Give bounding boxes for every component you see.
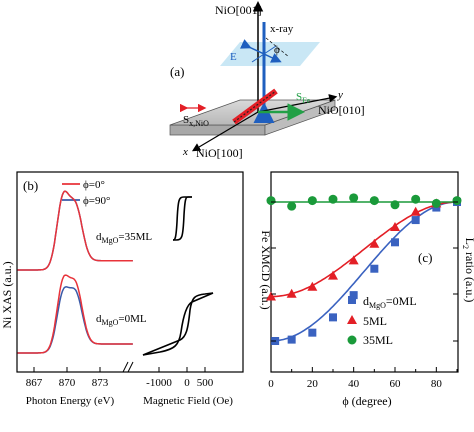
panel-b-label: (b) bbox=[23, 178, 38, 193]
axis-break-2 bbox=[127, 361, 134, 373]
point-35ml bbox=[349, 193, 359, 203]
point-0ml bbox=[411, 216, 420, 225]
panel-c-frame bbox=[270, 171, 459, 373]
nio010-label: NiO[010] bbox=[318, 103, 365, 117]
fit-line-1 bbox=[271, 201, 457, 298]
point-35ml bbox=[431, 198, 441, 208]
x-label: x bbox=[182, 146, 188, 158]
legend-5ml-marker bbox=[347, 315, 357, 324]
point-35ml bbox=[369, 196, 379, 206]
loop-0ml-up bbox=[142, 292, 214, 356]
xas-35ml-phi90 bbox=[17, 190, 133, 271]
fit-line-0 bbox=[271, 201, 457, 342]
point-0ml bbox=[391, 238, 399, 247]
tick-m1000: -1000 bbox=[146, 377, 172, 389]
xray-label: x-ray bbox=[270, 23, 294, 35]
point-0ml bbox=[370, 264, 379, 273]
e-label: E bbox=[230, 51, 237, 63]
point-5ml bbox=[390, 222, 400, 232]
axis-break-1 bbox=[122, 361, 129, 373]
point-5ml bbox=[348, 255, 359, 265]
panel-a-diagram: (a) NiO[001] x-ray E ϕ y NiO[010] x NiO[… bbox=[169, 1, 365, 160]
loop-0ml-down bbox=[142, 292, 214, 356]
spin-axis-dash bbox=[233, 90, 277, 123]
nio001-label: NiO[001] bbox=[215, 3, 262, 17]
sx-label: Sx,NiO bbox=[183, 114, 209, 128]
phi-label: ϕ bbox=[274, 44, 280, 56]
tick-873: 873 bbox=[92, 377, 109, 389]
xas-spectrum-0ml bbox=[17, 274, 133, 354]
panel-c: Fe XMCD (a.u.) L2 ratio (a.u.) (c) 0 20 40… bbox=[259, 171, 474, 408]
b-xlabel-field: Magnetic Field (Oe) bbox=[143, 395, 233, 407]
panel-c-label: (c) bbox=[418, 250, 432, 265]
c-tick-label: 20 bbox=[307, 378, 319, 390]
c-ylabel-left: Fe XMCD (a.u.) bbox=[259, 230, 273, 309]
y-label: y bbox=[337, 89, 343, 101]
point-0ml bbox=[308, 328, 317, 337]
legend-phi90: ϕ=90° bbox=[83, 195, 110, 207]
point-5ml bbox=[328, 270, 338, 280]
c-ylabel-right: L2 ratio (a.u.) bbox=[461, 238, 474, 303]
nio100-label: NiO[100] bbox=[196, 146, 243, 160]
loop-35ml-down bbox=[172, 196, 192, 241]
point-35ml bbox=[452, 196, 462, 206]
tick-870: 870 bbox=[59, 377, 76, 389]
x-axis bbox=[191, 111, 259, 152]
point-35ml bbox=[328, 194, 338, 204]
c-tick-label: 60 bbox=[390, 378, 402, 390]
point-5ml bbox=[369, 238, 380, 248]
legend-5ml: 5ML bbox=[363, 314, 387, 328]
c-tick-label: 80 bbox=[431, 378, 443, 390]
point-5ml bbox=[266, 291, 276, 301]
legend-phi0: ϕ=0° bbox=[83, 179, 105, 191]
ann-0ml: dMgO=0ML bbox=[96, 313, 147, 327]
point-0ml bbox=[329, 313, 337, 322]
xas-0ml-phi0 bbox=[17, 274, 133, 354]
tick-500: 500 bbox=[197, 377, 214, 389]
c-xlabel: ϕ (degree) bbox=[342, 394, 391, 408]
b-xlabel-energy: Photon Energy (eV) bbox=[26, 395, 115, 407]
point-35ml bbox=[287, 201, 297, 211]
point-5ml bbox=[307, 281, 318, 291]
e-vector-perp bbox=[251, 45, 277, 63]
c-plot-area bbox=[266, 193, 462, 345]
c-ticks: 0 20 40 60 80 bbox=[268, 201, 458, 390]
b-ylabel: Ni XAS (a.u.) bbox=[0, 261, 14, 328]
point-35ml bbox=[390, 200, 400, 210]
point-0ml bbox=[349, 291, 358, 300]
c-tick-label: 40 bbox=[348, 378, 360, 390]
panel-a-label: (a) bbox=[170, 64, 184, 79]
legend-0ml: dMgO=0ML bbox=[363, 294, 417, 310]
slab-front bbox=[169, 124, 266, 136]
panel-b-frame bbox=[16, 171, 244, 373]
tick-867: 867 bbox=[26, 377, 43, 389]
legend-0ml-marker bbox=[348, 296, 356, 304]
ann-35ml: dMgO=35ML bbox=[96, 231, 152, 245]
legend-35ml: 35ML bbox=[363, 333, 393, 347]
panel-b: (b) Ni XAS (a.u.) ϕ=0° ϕ=90° dMgO=35ML d… bbox=[0, 171, 244, 407]
b-ticks bbox=[33, 367, 206, 372]
xas-35ml-phi0 bbox=[17, 190, 133, 271]
legend-35ml-marker bbox=[347, 335, 357, 345]
point-0ml bbox=[287, 335, 296, 344]
tick-0: 0 bbox=[184, 377, 190, 389]
sfe-label: SFe bbox=[296, 91, 311, 105]
point-35ml bbox=[266, 196, 276, 206]
point-5ml bbox=[286, 288, 297, 298]
c-tick-label: 0 bbox=[268, 378, 274, 390]
point-35ml bbox=[307, 196, 317, 206]
point-5ml bbox=[410, 206, 421, 216]
xas-spectrum-35ml bbox=[17, 190, 133, 271]
point-35ml bbox=[411, 194, 421, 204]
